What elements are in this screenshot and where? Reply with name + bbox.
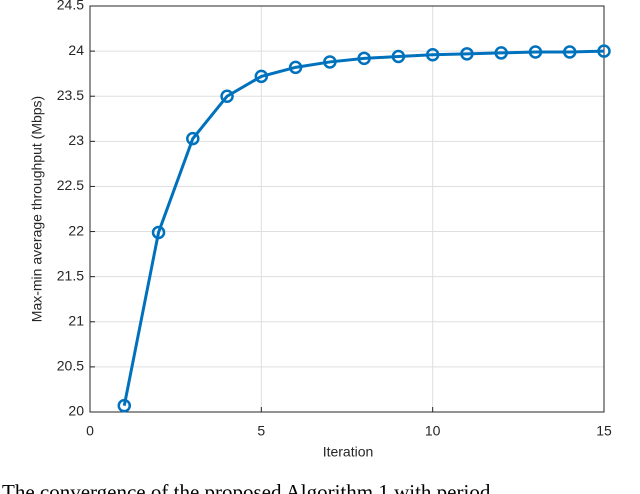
marker	[562, 45, 577, 59]
marker	[323, 55, 337, 69]
y-axis-label: Max-min average throughput (Mbps)	[29, 96, 45, 322]
line	[122, 49, 605, 406]
marker	[254, 69, 269, 84]
marker	[528, 45, 543, 59]
marker	[220, 89, 234, 103]
marker	[186, 131, 200, 146]
marker	[391, 49, 406, 64]
y-tick-label: 20	[68, 403, 84, 419]
marker	[151, 225, 166, 240]
x-axis-label: Iteration	[323, 444, 374, 460]
y-tick-label: 24.5	[57, 0, 84, 13]
x-tick-label: 15	[596, 423, 612, 439]
y-tick-label: 23	[68, 132, 84, 148]
caption: The convergence of the proposed Algorith…	[2, 480, 491, 494]
marker	[460, 47, 474, 61]
x-tick-label: 10	[425, 423, 441, 439]
y-tick-label: 22	[68, 222, 84, 238]
y-tick-label: 24	[68, 42, 84, 58]
marker	[494, 46, 508, 60]
plot-frame	[89, 5, 605, 413]
marker	[117, 398, 132, 413]
y-tick-label: 20.5	[57, 358, 84, 374]
x-tick-label: 5	[257, 423, 265, 439]
marker	[288, 60, 303, 75]
marker	[597, 44, 611, 58]
y-tick-label: 22.5	[57, 177, 84, 193]
plot-area	[90, 6, 604, 412]
marker	[357, 51, 371, 66]
marker	[425, 47, 440, 62]
x-tick-label: 0	[86, 423, 94, 439]
y-tick-label: 21	[68, 312, 84, 328]
y-tick-label: 21.5	[57, 267, 84, 283]
y-tick-label: 23.5	[57, 87, 84, 103]
